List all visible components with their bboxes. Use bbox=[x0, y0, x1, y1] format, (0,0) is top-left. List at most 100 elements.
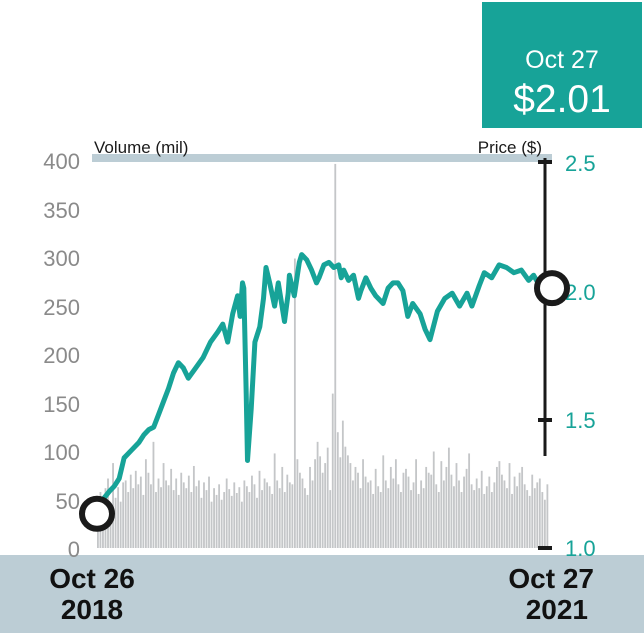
volume-bar bbox=[344, 446, 347, 549]
volume-bar bbox=[299, 472, 301, 548]
volume-bar bbox=[276, 480, 279, 548]
volume-bar bbox=[508, 463, 511, 548]
left-tick-label: 150 bbox=[43, 392, 80, 417]
volume-bar bbox=[223, 492, 226, 548]
right-tick-label: 2.5 bbox=[565, 151, 596, 176]
left-tick-label: 300 bbox=[43, 246, 80, 271]
right-tick-label: 1.0 bbox=[565, 536, 596, 561]
volume-bar bbox=[117, 487, 120, 548]
start-price-marker bbox=[79, 495, 115, 532]
volume-bar bbox=[349, 463, 352, 548]
volume-bar bbox=[531, 474, 534, 548]
volume-bar bbox=[142, 494, 145, 548]
volume-bar bbox=[182, 482, 185, 548]
volume-bar bbox=[475, 478, 478, 548]
volume-bar bbox=[293, 258, 296, 548]
volume-bar bbox=[137, 484, 140, 548]
price-line bbox=[94, 252, 544, 510]
volume-bar bbox=[152, 441, 155, 548]
volume-bar bbox=[367, 482, 370, 548]
volume-bar bbox=[518, 472, 521, 548]
volume-bar bbox=[205, 490, 208, 548]
volume-bar bbox=[427, 472, 430, 548]
volume-bar bbox=[341, 420, 344, 548]
volume-bar bbox=[240, 501, 243, 548]
left-tick-label: 350 bbox=[43, 198, 80, 223]
volume-bar bbox=[405, 468, 407, 548]
volume-bar bbox=[314, 459, 316, 548]
volume-bar bbox=[144, 459, 147, 548]
volume-bar bbox=[352, 480, 354, 548]
volume-bar bbox=[258, 470, 261, 548]
volume-bar bbox=[155, 492, 157, 548]
volume-bar bbox=[253, 484, 256, 548]
volume-bar bbox=[157, 478, 160, 548]
volume-bar bbox=[273, 453, 276, 548]
volume-bar bbox=[291, 484, 294, 548]
volume-bar bbox=[119, 501, 122, 548]
left-axis-title: Volume (mil) bbox=[94, 138, 188, 157]
left-tick-label: 200 bbox=[43, 343, 80, 368]
volume-bar bbox=[339, 457, 342, 548]
volume-bar bbox=[392, 478, 395, 548]
volume-bar bbox=[233, 482, 236, 548]
volume-bar bbox=[377, 486, 380, 548]
volume-bar bbox=[109, 504, 112, 548]
volume-bar bbox=[301, 478, 304, 548]
volume-bar bbox=[400, 492, 402, 548]
x-end-year: 2021 bbox=[526, 594, 588, 625]
volume-bar bbox=[432, 451, 435, 548]
volume-bar bbox=[470, 484, 473, 548]
volume-bar bbox=[384, 480, 387, 548]
volume-bar bbox=[210, 501, 213, 548]
volume-bar bbox=[324, 463, 327, 548]
volume-bar bbox=[445, 466, 448, 548]
volume-bar bbox=[235, 493, 238, 548]
volume-bar bbox=[503, 480, 506, 548]
volume-bar bbox=[243, 480, 246, 548]
volume-bar bbox=[513, 476, 516, 548]
volume-bar bbox=[450, 474, 453, 548]
volume-bar bbox=[326, 447, 329, 548]
left-tick-label: 0 bbox=[68, 537, 80, 562]
volume-bar bbox=[334, 163, 337, 548]
right-tick-label: 2.0 bbox=[565, 280, 596, 305]
volume-bar bbox=[387, 488, 390, 548]
volume-bar bbox=[185, 488, 188, 548]
volume-bar bbox=[485, 486, 488, 548]
volume-bar bbox=[329, 490, 332, 548]
volume-bar bbox=[309, 466, 311, 548]
volume-bar bbox=[124, 480, 127, 548]
volume-bar bbox=[528, 495, 531, 548]
volume-bar bbox=[304, 488, 306, 548]
x-start-date: Oct 26 bbox=[49, 563, 135, 594]
volume-bar bbox=[430, 474, 433, 548]
volume-bar bbox=[228, 489, 231, 548]
volume-bar bbox=[407, 476, 410, 548]
volume-bar bbox=[369, 480, 372, 548]
volume-bar bbox=[139, 476, 142, 548]
callout-date: Oct 27 bbox=[525, 46, 599, 74]
volume-bar bbox=[218, 484, 221, 548]
volume-bar bbox=[493, 482, 496, 548]
volume-bar bbox=[170, 468, 173, 548]
volume-bar bbox=[488, 476, 491, 548]
volume-bars bbox=[97, 163, 549, 549]
volume-bar bbox=[506, 488, 508, 548]
volume-bar bbox=[536, 482, 539, 548]
right-tick-label: 1.5 bbox=[565, 408, 596, 433]
volume-bar bbox=[122, 482, 125, 548]
volume-bar bbox=[412, 482, 415, 548]
right-axis-title: Price ($) bbox=[478, 138, 542, 157]
volume-bar bbox=[453, 486, 455, 548]
volume-bar bbox=[203, 482, 205, 548]
volume-bar bbox=[278, 488, 281, 548]
volume-bar bbox=[296, 459, 299, 548]
volume-bar bbox=[187, 475, 190, 549]
volume-bar bbox=[538, 478, 541, 548]
volume-bar bbox=[468, 453, 471, 548]
volume-bar bbox=[215, 494, 218, 548]
volume-bar bbox=[230, 495, 233, 548]
volume-bar bbox=[435, 484, 438, 548]
